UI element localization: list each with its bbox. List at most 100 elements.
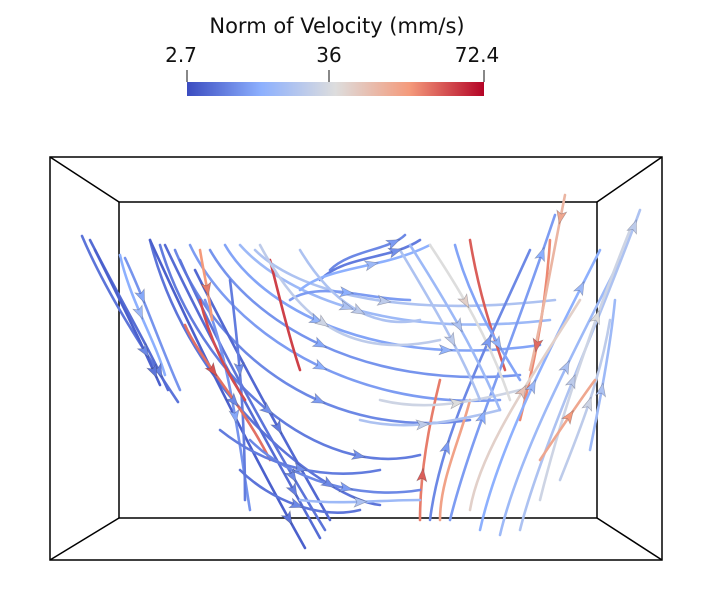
streamline bbox=[178, 258, 327, 532]
arrow-glyph bbox=[581, 396, 592, 412]
colorbar-gradient bbox=[187, 82, 484, 96]
arrow-glyph bbox=[594, 382, 606, 398]
streamline bbox=[328, 233, 407, 272]
arrow-glyph bbox=[561, 409, 574, 425]
arrow-glyph bbox=[284, 467, 297, 483]
streamlines bbox=[80, 193, 642, 550]
streamline bbox=[498, 258, 622, 537]
streamline bbox=[298, 248, 422, 324]
streamline bbox=[228, 278, 247, 502]
arrow-glyph bbox=[311, 358, 328, 370]
colorbar-mid-label: 36 bbox=[316, 43, 341, 67]
streamline bbox=[453, 243, 522, 382]
arrow-glyph bbox=[524, 379, 536, 395]
arrow-glyph bbox=[228, 408, 240, 424]
arrow-glyph bbox=[556, 209, 568, 225]
bounding-box bbox=[49, 156, 663, 561]
bounding-box-edge-bl bbox=[49, 517, 120, 561]
streamline bbox=[258, 243, 442, 347]
streamline bbox=[408, 243, 502, 412]
arrow-glyph bbox=[558, 359, 570, 376]
arrow-glyph bbox=[438, 344, 454, 356]
arrow-glyph bbox=[572, 280, 585, 297]
colorbar-title: Norm of Velocity (mm/s) bbox=[209, 14, 464, 38]
arrow-glyph bbox=[439, 439, 450, 456]
arrow-glyph bbox=[384, 239, 401, 251]
colorbar: Norm of Velocity (mm/s) 2.7 36 72.4 bbox=[165, 14, 499, 96]
arrow-glyph bbox=[564, 374, 576, 390]
arrow-glyph bbox=[626, 219, 637, 235]
arrow-glyph bbox=[338, 481, 354, 493]
streamline bbox=[518, 208, 642, 532]
arrow-glyph bbox=[314, 314, 330, 328]
arrow-glyph bbox=[448, 398, 465, 410]
arrow-glyph bbox=[285, 481, 298, 498]
streamline bbox=[418, 378, 442, 522]
arrow-glyph bbox=[307, 312, 324, 324]
streamline bbox=[468, 298, 582, 512]
arrow-glyph bbox=[376, 294, 392, 306]
arrow-glyph bbox=[443, 331, 456, 347]
bounding-box-edge-tl bbox=[49, 156, 120, 203]
arrow-glyph bbox=[589, 309, 600, 326]
arrow-glyph bbox=[350, 302, 366, 315]
arrow-glyph bbox=[353, 496, 368, 508]
streamline bbox=[398, 248, 482, 402]
streamline bbox=[148, 238, 382, 507]
arrow-glyph bbox=[204, 361, 218, 377]
streamline bbox=[188, 243, 502, 403]
arrow-glyph bbox=[134, 288, 145, 304]
arrow-glyph bbox=[387, 247, 403, 259]
streamline bbox=[428, 243, 512, 402]
streamline bbox=[198, 298, 247, 402]
bounding-box-back bbox=[118, 201, 598, 519]
arrow-glyph bbox=[280, 509, 293, 526]
arrow-glyph bbox=[350, 448, 367, 460]
streamline bbox=[428, 248, 532, 522]
arrow-glyph bbox=[319, 475, 336, 489]
bounding-box-front bbox=[49, 156, 663, 561]
streamline bbox=[538, 228, 632, 502]
streamline bbox=[378, 388, 522, 407]
arrow-glyph bbox=[136, 342, 150, 358]
arrow-glyph bbox=[292, 461, 308, 473]
arrow-glyph bbox=[146, 363, 158, 379]
arrow-glyph bbox=[415, 419, 431, 431]
arrow-glyph bbox=[534, 246, 545, 263]
arrow-glyph bbox=[225, 392, 239, 407]
colorbar-max-label: 72.4 bbox=[455, 43, 500, 67]
streamline bbox=[193, 268, 332, 522]
arrow-glyphs bbox=[132, 209, 637, 526]
arrow-glyph bbox=[132, 304, 143, 320]
arrow-glyph bbox=[475, 409, 486, 426]
arrow-glyph bbox=[288, 497, 304, 509]
arrow-glyph bbox=[338, 286, 355, 298]
arrow-glyph bbox=[258, 401, 274, 415]
streamline bbox=[123, 256, 182, 392]
streamline bbox=[588, 298, 617, 452]
arrow-glyph bbox=[200, 281, 212, 297]
arrow-glyph bbox=[363, 260, 379, 272]
arrow-glyph bbox=[233, 361, 245, 377]
bounding-box-edge-tr bbox=[596, 156, 663, 203]
streamline bbox=[183, 323, 272, 462]
arrow-glyph bbox=[338, 299, 354, 311]
streamline bbox=[448, 213, 557, 522]
arrow-glyph bbox=[311, 336, 328, 348]
arrow-glyph bbox=[514, 384, 527, 400]
streamline bbox=[148, 238, 307, 550]
streamline bbox=[268, 258, 302, 372]
streamline bbox=[298, 243, 432, 292]
bounding-box-edge-br bbox=[596, 517, 663, 561]
arrow-glyph bbox=[416, 467, 428, 483]
arrow-glyph bbox=[270, 419, 282, 435]
streamline bbox=[223, 243, 542, 352]
arrow-glyph bbox=[457, 293, 470, 309]
streamline bbox=[173, 248, 472, 425]
colorbar-min-label: 2.7 bbox=[165, 43, 197, 67]
streamline bbox=[468, 238, 507, 372]
arrow-glyph bbox=[532, 337, 544, 353]
arrow-glyph bbox=[450, 317, 463, 333]
arrow-glyph bbox=[480, 334, 492, 351]
